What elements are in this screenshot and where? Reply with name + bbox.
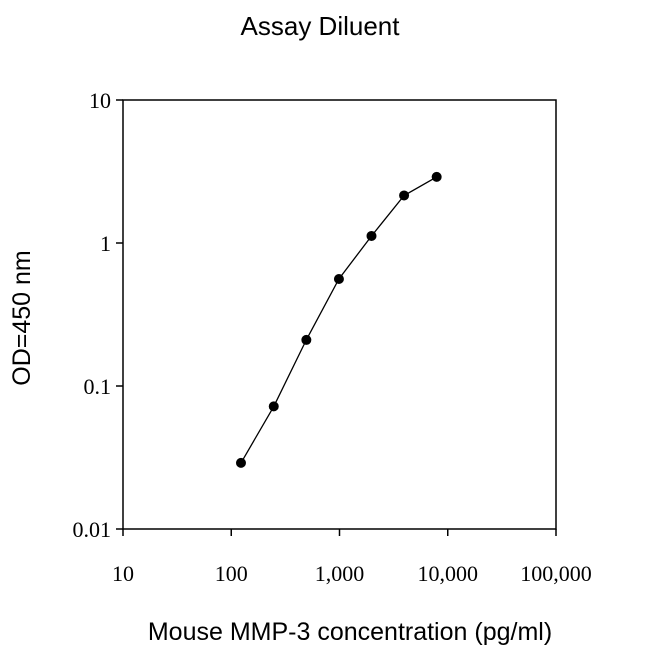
x-tick-label: 100 xyxy=(215,561,248,586)
series-layer xyxy=(235,171,442,468)
y-axis-label: OD=450 nm xyxy=(8,250,36,386)
x-axis-label: Mouse MMP-3 concentration (pg/ml) xyxy=(148,618,552,646)
data-point xyxy=(333,274,344,285)
plot-frame xyxy=(122,99,557,530)
data-point xyxy=(399,190,410,201)
x-tick-label: 10,000 xyxy=(418,561,479,586)
y-axis: 0.01 0.1 1 10 xyxy=(73,88,123,542)
y-tick-label: 0.1 xyxy=(84,374,112,399)
y-tick-label: 10 xyxy=(89,88,111,113)
x-tick-label: 10 xyxy=(112,561,134,586)
data-point xyxy=(301,334,312,345)
chart-title: Assay Diluent xyxy=(241,11,401,41)
x-tick-label: 1,000 xyxy=(315,561,365,586)
data-point xyxy=(235,457,246,468)
y-tick-label: 1 xyxy=(100,231,111,256)
x-tick-label: 100,000 xyxy=(520,561,592,586)
y-tick-label: 0.01 xyxy=(73,517,112,542)
data-point xyxy=(366,230,377,241)
data-point xyxy=(268,401,279,412)
data-point xyxy=(431,171,442,182)
x-axis: 10 100 1,000 10,000 100,000 xyxy=(112,529,592,586)
series-line xyxy=(240,176,438,464)
